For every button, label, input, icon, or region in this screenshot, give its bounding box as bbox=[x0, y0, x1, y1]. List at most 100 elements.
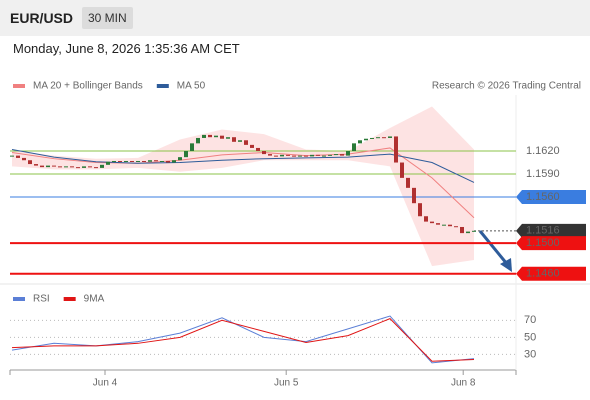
candle bbox=[274, 155, 278, 157]
candle bbox=[376, 137, 380, 139]
candle bbox=[262, 151, 266, 155]
y-tick-label: 70 bbox=[524, 314, 536, 326]
candle bbox=[40, 165, 44, 168]
candle bbox=[304, 155, 308, 157]
candle bbox=[94, 167, 98, 169]
candle bbox=[358, 140, 362, 144]
candle bbox=[64, 166, 68, 168]
candle bbox=[190, 143, 194, 152]
candle bbox=[10, 155, 14, 157]
candle bbox=[202, 134, 206, 138]
candle bbox=[388, 136, 392, 138]
candle bbox=[280, 154, 284, 157]
candle bbox=[118, 160, 122, 162]
candle bbox=[148, 160, 152, 162]
candle bbox=[232, 137, 236, 142]
bollinger-band bbox=[12, 106, 474, 267]
y-tick-label: 30 bbox=[524, 348, 536, 360]
candle bbox=[400, 162, 404, 178]
candle bbox=[418, 203, 422, 217]
candle bbox=[406, 177, 410, 188]
candle bbox=[334, 154, 338, 156]
candle bbox=[352, 143, 356, 152]
candle bbox=[130, 160, 134, 162]
legend-swatch bbox=[156, 84, 169, 88]
candle bbox=[244, 140, 248, 145]
candle bbox=[298, 155, 302, 157]
candle bbox=[46, 165, 50, 168]
level-label: 1.1516 bbox=[526, 225, 560, 237]
candle bbox=[430, 221, 434, 224]
candle bbox=[220, 135, 224, 139]
candle bbox=[214, 135, 218, 138]
candle bbox=[316, 154, 320, 156]
candle bbox=[70, 166, 74, 168]
forecast-arrowhead bbox=[500, 258, 512, 272]
legend-label: MA 50 bbox=[177, 81, 206, 92]
candle bbox=[370, 137, 374, 139]
level-tag bbox=[516, 266, 586, 281]
legend-swatch bbox=[13, 84, 25, 88]
candle bbox=[208, 134, 212, 138]
y-tick-label: 50 bbox=[524, 331, 536, 343]
candle bbox=[448, 224, 452, 227]
candle bbox=[172, 160, 176, 163]
legend-label: MA 20 + Bollinger Bands bbox=[33, 81, 143, 92]
legend-label: 9MA bbox=[84, 294, 105, 305]
candle bbox=[472, 230, 476, 232]
toolbar: EUR/USD 30 MIN bbox=[0, 0, 590, 36]
candle bbox=[154, 160, 158, 162]
candle bbox=[328, 154, 332, 156]
candle bbox=[442, 224, 446, 226]
candle bbox=[394, 136, 398, 163]
candle bbox=[346, 151, 350, 156]
level-tag bbox=[516, 236, 586, 251]
candle bbox=[112, 160, 116, 162]
candle bbox=[82, 166, 86, 168]
candle bbox=[412, 187, 416, 204]
candle bbox=[178, 157, 182, 161]
candle bbox=[160, 160, 164, 162]
level-label: 1.1500 bbox=[526, 237, 560, 249]
legend-swatch bbox=[13, 297, 25, 301]
level-label: 1.1460 bbox=[526, 268, 560, 280]
candle bbox=[136, 160, 140, 162]
level-tag bbox=[516, 223, 586, 238]
candle bbox=[454, 226, 458, 228]
candle bbox=[184, 151, 188, 158]
level-tag bbox=[516, 190, 586, 205]
candle bbox=[250, 144, 254, 148]
legend-swatch bbox=[63, 297, 76, 301]
candle bbox=[124, 160, 128, 162]
x-tick-label: Jun 5 bbox=[274, 378, 299, 389]
interval-button[interactable]: 30 MIN bbox=[82, 7, 133, 29]
candle bbox=[268, 154, 272, 156]
candle bbox=[226, 137, 230, 139]
candle bbox=[22, 157, 26, 161]
candle bbox=[16, 155, 20, 158]
level-label: 1.1620 bbox=[526, 145, 560, 157]
timestamp: Monday, June 8, 2026 1:35:36 AM CET bbox=[13, 41, 240, 56]
candle bbox=[34, 164, 38, 166]
candle bbox=[310, 154, 314, 157]
candle bbox=[424, 216, 428, 222]
candle bbox=[52, 165, 56, 167]
forecast-arrow bbox=[478, 230, 509, 265]
candle bbox=[238, 140, 242, 142]
candle bbox=[58, 166, 62, 168]
candle bbox=[436, 223, 440, 225]
x-tick-label: Jun 8 bbox=[451, 378, 476, 389]
candle bbox=[196, 137, 200, 144]
legend-label: RSI bbox=[33, 294, 50, 305]
candle bbox=[382, 137, 386, 139]
candle bbox=[460, 226, 464, 234]
candle bbox=[88, 166, 92, 168]
candle bbox=[292, 155, 296, 157]
candle bbox=[364, 138, 368, 141]
candle bbox=[100, 164, 104, 168]
candle bbox=[466, 231, 470, 234]
candle bbox=[142, 160, 146, 162]
series-line bbox=[11, 318, 475, 362]
